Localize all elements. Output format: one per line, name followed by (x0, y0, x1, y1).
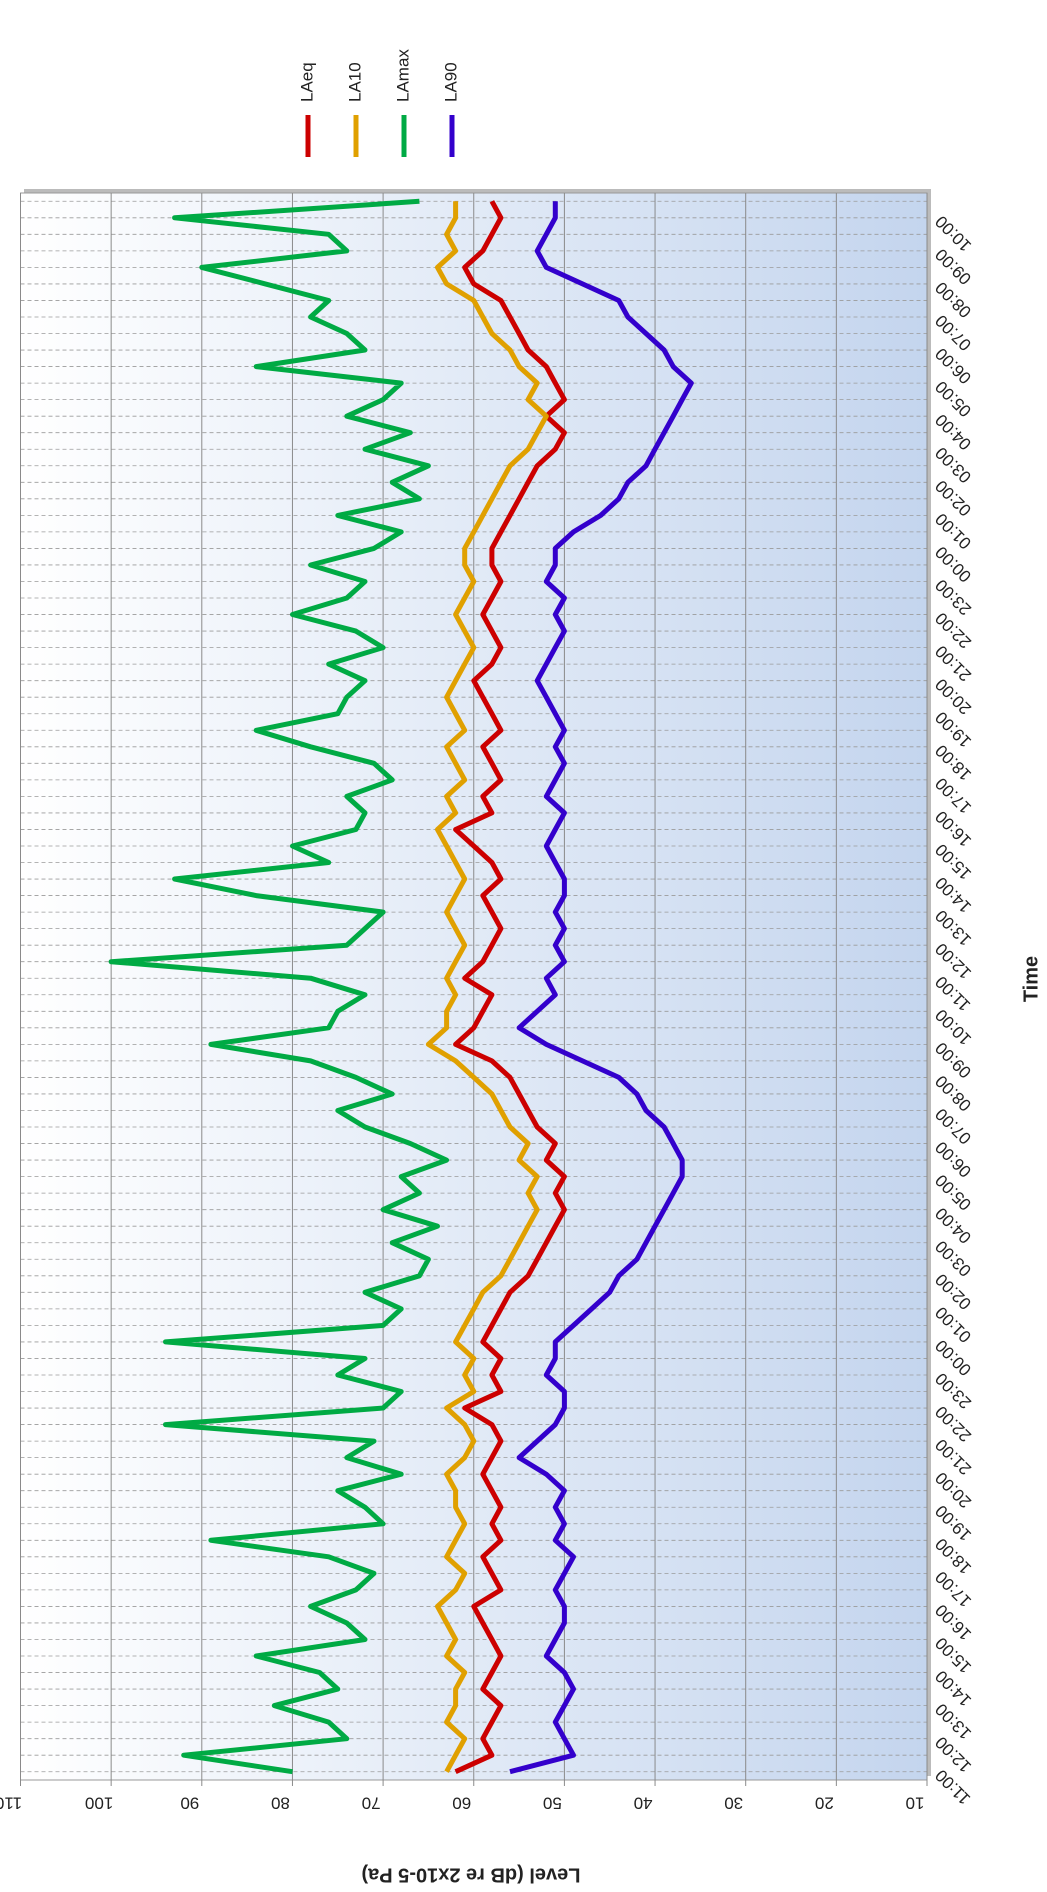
x-tick-label: 10:00 (932, 212, 976, 256)
x-axis-title: Time (1020, 956, 1042, 1002)
x-tick-label: 19:00 (932, 1501, 976, 1545)
y-axis-title: Level (dB re 2x10-5 Pa) (362, 1864, 581, 1886)
rotated-chart: Time Level (dB re 2x10-5 Pa) 11:0012:001… (0, 49, 1042, 1886)
x-tick-label: 20:00 (932, 1468, 976, 1512)
x-tick-label: 04:00 (932, 1204, 976, 1248)
x-tick-label: 21:00 (932, 1435, 976, 1479)
x-tick-label: 01:00 (932, 509, 976, 553)
x-tick-label: 22:00 (932, 1402, 976, 1446)
x-tick-label: 23:00 (932, 575, 976, 619)
series-line (453, 200, 567, 1774)
series-line (108, 198, 450, 1775)
legend-label: LA90 (441, 62, 460, 102)
x-tick-label: 17:00 (932, 1567, 976, 1611)
x-tick-label: 03:00 (932, 443, 976, 487)
y-tick-label: 40 (634, 1794, 653, 1813)
y-tick-label: 70 (362, 1794, 381, 1813)
x-tick-label: 02:00 (932, 1270, 976, 1314)
x-tick-label: 20:00 (932, 675, 976, 719)
x-tick-label: 05:00 (932, 1171, 976, 1215)
x-tick-label: 08:00 (932, 1071, 976, 1115)
x-tick-label: 10:00 (932, 1005, 976, 1049)
x-tick-label: 11:00 (932, 1766, 975, 1809)
x-tick-label: 21:00 (932, 642, 976, 686)
y-tick-label: 60 (452, 1794, 471, 1813)
x-tick-label: 09:00 (932, 245, 976, 289)
x-tick-label: 06:00 (932, 344, 976, 388)
x-tick-label: 13:00 (932, 906, 976, 950)
y-tick-label: 80 (271, 1794, 290, 1813)
x-tick-label: 12:00 (932, 939, 976, 983)
y-tick-label: 90 (180, 1794, 199, 1813)
y-tick-label: 30 (724, 1794, 743, 1813)
x-tick-label: 16:00 (932, 1600, 976, 1644)
x-tick-label: 19:00 (932, 708, 976, 752)
legend-label: LA10 (345, 62, 364, 102)
x-tick-label: 23:00 (932, 1369, 976, 1413)
x-tick-label: 13:00 (932, 1700, 976, 1744)
x-tick-label: 14:00 (932, 873, 976, 917)
x-tick-label: 22:00 (932, 609, 976, 653)
x-tick-label: 03:00 (932, 1237, 976, 1281)
x-tick-label: 08:00 (932, 278, 976, 322)
x-tick-label: 15:00 (932, 1633, 976, 1677)
x-tick-label: 18:00 (932, 741, 976, 785)
x-tick-label: 15:00 (932, 840, 976, 884)
series-line (509, 201, 694, 1775)
x-tick-label: 12:00 (932, 1733, 976, 1777)
x-tick-label: 01:00 (932, 1303, 976, 1347)
series-line (425, 201, 549, 1773)
x-tick-label: 14:00 (932, 1667, 976, 1711)
x-tick-label: 17:00 (932, 774, 976, 818)
x-tick-label: 02:00 (932, 476, 976, 520)
x-tick-label: 09:00 (932, 1038, 976, 1082)
y-tick-label: 10 (906, 1794, 925, 1813)
x-tick-label: 18:00 (932, 1534, 976, 1578)
x-tick-label: 07:00 (932, 311, 976, 355)
x-tick-label: 16:00 (932, 807, 976, 851)
legend-label: LAmax (393, 49, 412, 102)
y-tick-label: 110 (0, 1794, 22, 1813)
x-tick-label: 06:00 (932, 1138, 976, 1182)
x-tick-label: 00:00 (932, 542, 976, 586)
x-tick-label: 04:00 (932, 410, 976, 454)
x-tick-label: 07:00 (932, 1104, 976, 1148)
x-tick-label: 11:00 (932, 972, 975, 1015)
y-tick-label: 50 (543, 1794, 562, 1813)
x-tick-label: 00:00 (932, 1336, 976, 1380)
x-tick-label: 05:00 (932, 377, 976, 421)
legend-label: LAeq (297, 62, 316, 102)
y-tick-label: 20 (815, 1794, 834, 1813)
y-tick-label: 100 (85, 1794, 113, 1813)
